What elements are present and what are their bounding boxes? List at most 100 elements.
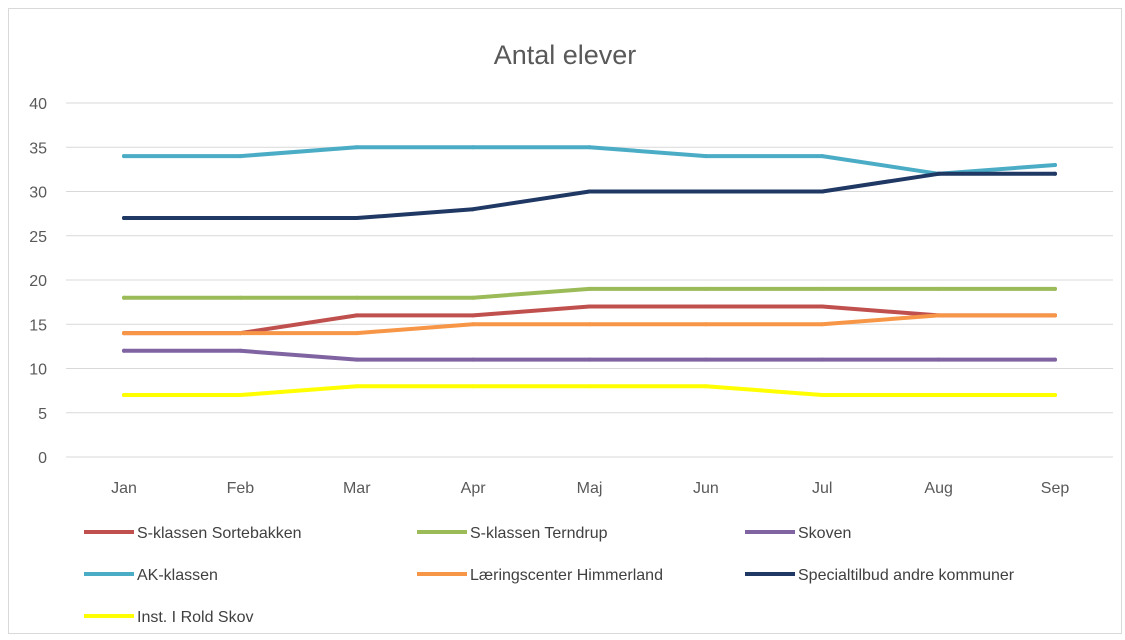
data-point [703,154,708,159]
data-point [820,286,825,291]
data-point [820,357,825,362]
x-tick-label: Jul [812,480,832,497]
x-tick-label: Apr [461,480,487,497]
data-point [354,295,359,300]
series-line-0 [122,304,1057,336]
legend-item: Specialtilbud andre kommuner [745,567,1015,584]
data-point [354,145,359,150]
legend-item: Inst. I Rold Skov [84,609,254,626]
data-point [936,357,941,362]
data-point [936,171,941,176]
x-tick-label: Aug [924,480,952,497]
data-point [471,384,476,389]
x-tick-label: Feb [227,480,255,497]
legend-item: Læringscenter Himmerland [417,567,663,584]
data-point [238,331,243,336]
data-point [471,295,476,300]
data-point [122,393,126,398]
y-tick-label: 40 [29,96,47,113]
data-point [703,357,708,362]
x-tick-label: Jan [111,480,137,497]
legend-label: Specialtilbud andre kommuner [798,567,1015,584]
data-point [238,295,243,300]
chart-title: Antal elever [494,40,637,70]
data-point [703,322,708,327]
data-point [936,393,941,398]
data-point [122,348,126,353]
data-point [354,331,359,336]
data-point [703,286,708,291]
data-point [1053,393,1057,398]
data-point [1053,171,1057,176]
y-tick-label: 15 [29,317,47,334]
data-point [122,216,126,221]
data-point [354,357,359,362]
legend-label: AK-klassen [137,567,218,584]
data-point [1053,357,1057,362]
data-point [587,384,592,389]
y-tick-label: 35 [29,140,47,157]
data-point [820,304,825,309]
data-point [1053,313,1057,318]
data-point [820,322,825,327]
y-tick-label: 30 [29,185,47,202]
x-tick-label: Mar [343,480,371,497]
data-point [703,384,708,389]
data-point [587,145,592,150]
legend: S-klassen Sortebakken S-klassen Terndrup S… [84,525,1015,626]
data-point [471,357,476,362]
data-point [471,145,476,150]
series-lines [122,145,1057,398]
legend-label: Skoven [798,525,851,542]
y-tick-label: 20 [29,273,47,290]
data-point [587,357,592,362]
legend-item: S-klassen Terndrup [417,525,608,542]
data-point [354,313,359,318]
data-point [936,313,941,318]
line-chart: Antal elever 0 5 10 15 20 25 30 35 40 Jan Feb Mar A… [29,40,1113,626]
data-point [238,393,243,398]
data-point [587,286,592,291]
data-point [703,189,708,194]
data-point [471,313,476,318]
x-tick-label: Sep [1041,480,1070,497]
data-point [820,154,825,159]
x-axis-ticks: Jan Feb Mar Apr Maj Jun Jul Aug Sep [111,480,1069,497]
data-point [936,286,941,291]
data-point [1053,286,1057,291]
x-tick-label: Maj [577,480,603,497]
data-point [820,393,825,398]
data-point [122,295,126,300]
data-point [703,304,708,309]
series-line-3 [122,145,1057,176]
x-tick-label: Jun [693,480,719,497]
data-point [820,189,825,194]
gridlines [66,102,1113,458]
y-axis-ticks: 0 5 10 15 20 25 30 35 40 [29,96,47,467]
data-point [587,189,592,194]
data-point [122,331,126,336]
data-point [238,154,243,159]
series-line-5 [122,171,1057,221]
y-tick-label: 0 [38,450,47,467]
data-point [238,216,243,221]
data-point [471,322,476,327]
data-point [238,348,243,353]
data-point [587,304,592,309]
data-point [1053,162,1057,167]
chart-frame: Antal elever 0 5 10 15 20 25 30 35 40 Jan Feb Mar A… [8,8,1122,634]
data-point [354,384,359,389]
data-point [471,207,476,212]
legend-item: AK-klassen [84,567,218,584]
data-point [587,322,592,327]
legend-label: S-klassen Terndrup [470,525,608,542]
legend-label: Læringscenter Himmerland [470,567,663,584]
legend-item: S-klassen Sortebakken [84,525,302,542]
legend-item: Skoven [745,525,851,542]
legend-label: Inst. I Rold Skov [137,609,254,626]
y-tick-label: 25 [29,229,47,246]
y-tick-label: 5 [38,406,47,423]
legend-label: S-klassen Sortebakken [137,525,302,542]
data-point [122,154,126,159]
data-point [354,216,359,221]
